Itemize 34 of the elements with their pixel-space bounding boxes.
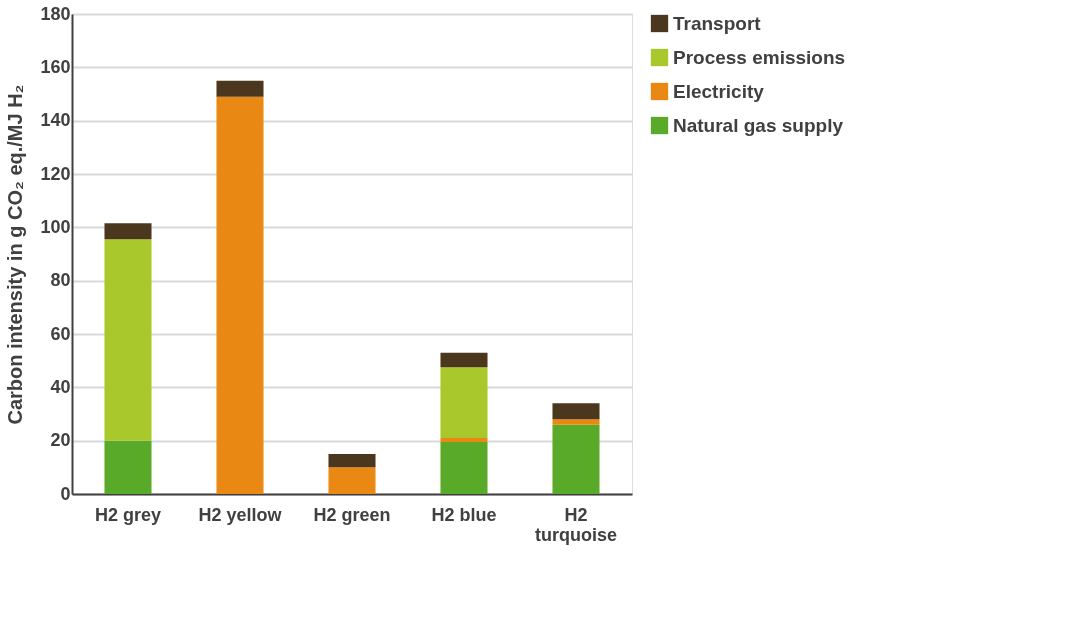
y-tick-label: 0 [60,483,71,504]
bar [328,467,376,494]
x-tick-label: H2 green [313,504,391,525]
y-tick-label: 160 [40,56,71,77]
y-tick-label: 40 [50,376,71,397]
y-tick-label: 60 [50,323,71,344]
bar [104,239,152,441]
x-tick-label: H2 grey [94,504,162,525]
y-tick-label: 140 [40,110,71,131]
y-tick-label: 100 [40,216,71,237]
legend-label: Transport [673,12,762,34]
bar [440,442,488,494]
x-tick-label: H2 blue [431,504,497,525]
x-tick-label: H2 yellow [198,504,283,525]
bar [328,454,376,468]
legend-label: Process emissions [673,46,846,68]
y-axis-title: Carbon intensity in g CO₂ eq./MJ H₂ [4,84,27,425]
bar [440,438,488,442]
y-tick-label: 180 [40,3,71,24]
bar [440,352,488,368]
bar [216,80,264,97]
x-tick-label: H2 turquoise [534,504,618,545]
y-tick-label: 80 [50,270,71,291]
bar [104,440,152,494]
bar [552,419,600,425]
y-tick-label: 120 [40,163,71,184]
bar [104,223,152,240]
legend-label: Electricity [673,80,765,102]
bar [440,367,488,438]
bar [216,96,264,494]
bar [552,424,600,494]
legend-label: Natural gas supply [673,114,844,136]
y-tick-label: 20 [50,430,71,451]
bar [552,403,600,420]
